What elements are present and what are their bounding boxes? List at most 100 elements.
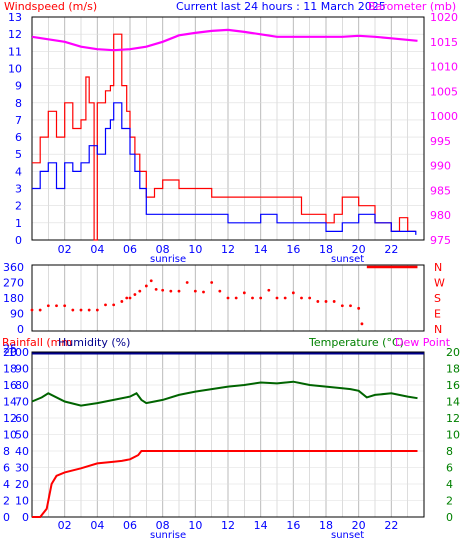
windspeed-tick-label: 5 <box>15 148 22 161</box>
wind-series <box>31 28 418 241</box>
direction-point <box>193 289 197 293</box>
windspeed-axis-label: Windspeed (m/s) <box>4 0 97 13</box>
temperature-tick-label: 4 <box>446 478 453 491</box>
direction-point <box>30 308 34 312</box>
rainfall-tick-label: 25 <box>3 343 17 356</box>
humidity-tick-label: 80 <box>15 379 29 392</box>
direction-tick-label: 0 <box>17 323 24 336</box>
barometer-tick-label: 1010 <box>430 61 458 74</box>
direction-point <box>283 296 287 300</box>
wind-x-ticks: 02 04 06 08 10 12 14 16 18 20 22 <box>58 243 399 256</box>
x-tick-label: 02 <box>58 519 72 532</box>
humidity-tick-label: 10 <box>15 495 29 508</box>
direction-point <box>138 289 142 293</box>
direction-point <box>242 291 246 295</box>
temperature-tick-label: 18 <box>446 363 460 376</box>
windspeed-tick-label: 4 <box>15 165 22 178</box>
direction-point <box>71 308 75 312</box>
rainfall-tick-label: 10 <box>3 429 17 442</box>
barometer-axis-label: Barometer (mb) <box>368 0 456 13</box>
humidity-tick-label: 20 <box>15 478 29 491</box>
x-tick-label: 18 <box>319 519 333 532</box>
windspeed-tick-label: 3 <box>15 183 22 196</box>
sunset-label-top: sunset <box>331 254 364 265</box>
temperature-tick-label: 12 <box>446 412 460 425</box>
series-barometer <box>31 28 418 52</box>
humidity-tick-label: 40 <box>15 445 29 458</box>
direction-point <box>63 304 67 308</box>
direction-point <box>55 304 58 308</box>
rainfall-axis-label: Rainfall (mm <box>2 336 72 349</box>
compass-tick-label: S <box>434 292 441 305</box>
temperature-tick-label: 10 <box>446 429 460 442</box>
direction-point <box>291 291 295 295</box>
humidity-tick-label: 60 <box>15 412 29 425</box>
rain-x-ticks: 02 04 06 08 10 12 14 16 18 20 22 <box>58 519 399 532</box>
direction-point <box>267 288 271 292</box>
x-tick-label: 22 <box>384 243 398 256</box>
x-tick-label: 22 <box>384 519 398 532</box>
direction-point <box>125 296 129 300</box>
temperature-tick-label: 0 <box>446 511 453 524</box>
rainfall-tick-label: 8 <box>3 445 10 458</box>
direction-point <box>340 304 344 308</box>
x-tick-label: 10 <box>188 243 202 256</box>
direction-point <box>360 322 364 326</box>
x-tick-label: 06 <box>123 519 137 532</box>
direction-point <box>324 300 328 303</box>
barometer-tick-label: 995 <box>430 135 451 148</box>
rainfall-tick-label: 18 <box>3 363 17 376</box>
direction-point <box>46 304 50 308</box>
barometer-tick-label: 1000 <box>430 110 458 123</box>
x-tick-label: 08 <box>156 243 170 256</box>
windspeed-tick-label: 8 <box>15 97 22 110</box>
rainfall-tick-label: 2 <box>3 495 10 508</box>
x-tick-label: 10 <box>188 519 202 532</box>
x-tick-label: 02 <box>58 243 72 256</box>
direction-point <box>218 289 222 293</box>
direction-point <box>210 281 214 284</box>
barometer-ticks: 975 980 985 990 995 1000 1005 1010 1015 1020 <box>430 11 458 247</box>
barometer-tick-label: 1005 <box>430 85 458 98</box>
humidity-ticks: 0 10 20 30 40 50 60 70 80 90 100 <box>8 346 29 524</box>
windspeed-tick-label: 11 <box>8 45 22 58</box>
x-tick-label: 16 <box>286 243 300 256</box>
series-average <box>32 102 417 235</box>
rain-panel-grid <box>32 351 424 518</box>
sunrise-label-bottom: sunrise <box>150 530 186 541</box>
windspeed-tick-label: 12 <box>8 28 22 41</box>
direction-point <box>202 290 205 294</box>
direction-point <box>104 303 107 307</box>
sunset-label-bottom: sunset <box>331 530 364 541</box>
rainfall-tick-label: 12 <box>3 412 17 425</box>
x-tick-label: 08 <box>156 519 170 532</box>
direction-point <box>259 296 263 300</box>
direction-point <box>185 281 189 284</box>
temperature-tick-label: 2 <box>446 495 453 508</box>
direction-point <box>357 306 361 310</box>
x-tick-label: 16 <box>286 519 300 532</box>
windspeed-tick-label: 1 <box>15 217 22 230</box>
barometer-tick-label: 1020 <box>430 11 458 24</box>
direction-point <box>154 287 158 291</box>
rainfall-ticks: 0 2 4 6 8 10 12 14 16 18 2025 <box>3 343 17 524</box>
x-tick-label: 20 <box>352 519 366 532</box>
direction-point <box>226 296 230 300</box>
rainfall-tick-label: 20 <box>3 346 17 359</box>
temperature-tick-label: 14 <box>446 396 460 409</box>
direction-series <box>30 265 418 326</box>
direction-point <box>128 296 132 300</box>
barometer-tick-label: 975 <box>430 234 451 247</box>
direction-tick-label: 180 <box>3 292 24 305</box>
barometer-tick-label: 985 <box>430 184 451 197</box>
windspeed-tick-label: 0 <box>15 234 22 247</box>
x-tick-label: 18 <box>319 243 333 256</box>
series-rainfall <box>32 450 418 518</box>
temperature-tick-label: 20 <box>446 346 460 359</box>
temperature-ticks: 0 2 4 6 8 10 12 14 16 18 20 <box>446 346 460 524</box>
direction-panel-grid <box>48 265 408 331</box>
direction-point <box>316 300 320 303</box>
temperature-tick-label: 8 <box>446 445 453 458</box>
direction-tick-label: 270 <box>3 277 24 290</box>
rainfall-tick-label: 14 <box>3 396 17 409</box>
